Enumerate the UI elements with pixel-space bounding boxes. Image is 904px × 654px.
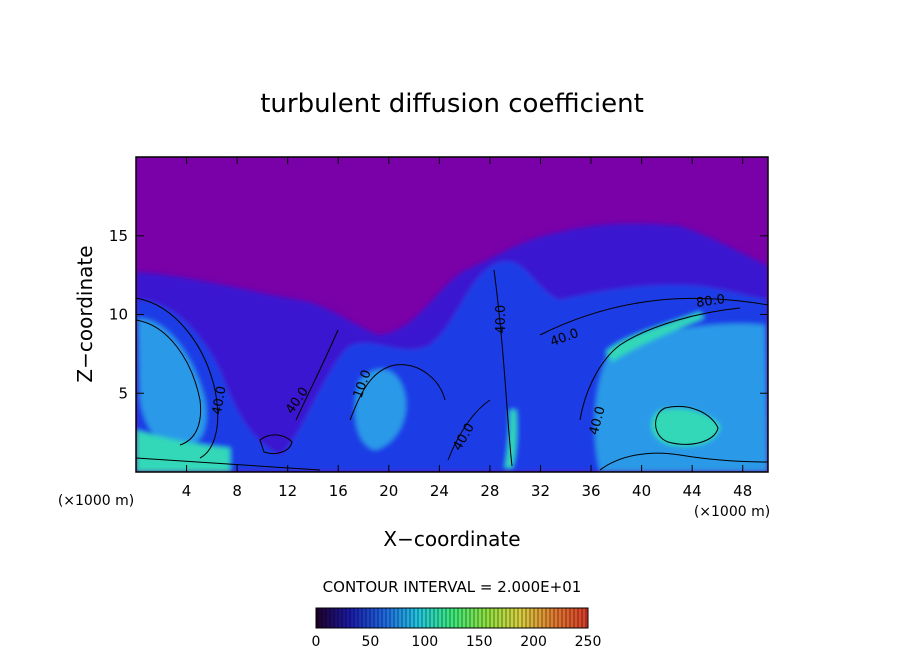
contour-line [295,329,339,421]
contour-line [579,307,741,421]
field-high-mid [355,369,406,450]
contour-line [599,452,768,471]
contour-line [136,297,219,459]
field-high [138,318,207,449]
x-tick-label: 32 [531,482,550,500]
chart-title: turbulent diffusion coefficient [260,89,644,119]
colorbar-tick-label: 200 [520,634,547,650]
x-tick-label: 4 [182,482,192,500]
x-tick-label: 8 [232,482,242,500]
contour-label: 40.0 [210,385,230,416]
y-tick-label: 5 [118,384,128,402]
contour-label: 40.0 [494,305,509,334]
contour-line [259,434,293,455]
contour-line [447,399,491,461]
field-high-right [594,323,768,472]
y-tick-label: 15 [109,227,128,245]
colorbar-stripes [317,608,587,628]
field-shading [136,223,768,472]
contour-line [655,405,719,445]
x-tick-label: 40 [632,482,651,500]
colorbar: 0 50 100 150 200 250 [312,607,602,650]
contour-line [493,269,513,467]
contour-label: 40.0 [587,405,609,437]
contour-line [136,457,321,471]
contour-interval-label: CONTOUR INTERVAL = 2.000E+01 [323,578,582,596]
field-peak-stripe [606,312,704,362]
x-axis-title: X−coordinate [383,527,520,551]
x-unit-left: (×1000 m) [58,493,134,509]
x-tick-label: 48 [733,482,752,500]
x-unit-right: (×1000 m) [694,504,770,520]
field-peak-right [651,408,720,447]
contour-line [349,364,446,421]
colorbar-tick-label: 250 [575,634,602,650]
contour-line [136,319,202,446]
colorbar-tick-label: 50 [361,634,379,650]
x-axis: 4 8 12 16 20 24 28 32 36 40 44 48 [182,157,752,500]
colorbar-tick-label: 100 [411,634,438,650]
x-tick-label: 44 [683,482,702,500]
y-axis-title: Z−coordinate [73,245,97,382]
contour-line [539,297,768,336]
x-tick-label: 20 [379,482,398,500]
x-tick-label: 12 [278,482,297,500]
field-peak-left [136,430,230,472]
x-tick-label: 28 [480,482,499,500]
colorbar-ticks: 0 50 100 150 200 250 [312,634,602,650]
contour-lines [136,269,768,471]
colorbar-fill [316,608,588,628]
contour-label: 80.0 [695,292,726,311]
x-tick-label: 16 [329,482,348,500]
field-peak-stripe-2 [505,410,517,468]
plot-area: 40.0 40.010.040.040.040.040.080.0 [136,157,768,472]
x-tick-label: 24 [430,482,449,500]
y-axis: 5 10 15 [109,227,768,402]
colorbar-tick-label: 150 [466,634,493,650]
x-tick-label: 36 [581,482,600,500]
colorbar-tick-label: 0 [312,634,321,650]
colorbar-frame [315,607,589,629]
y-tick-label: 10 [109,306,128,324]
